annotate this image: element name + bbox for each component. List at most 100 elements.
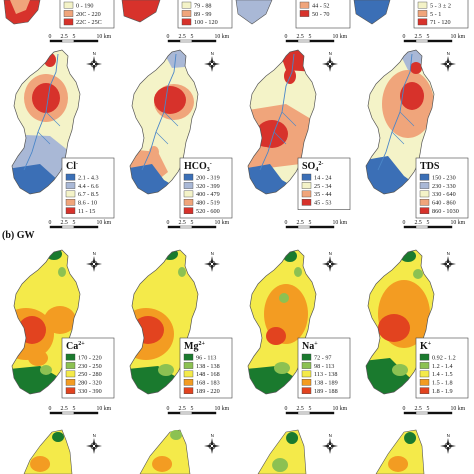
sw-legend-1-swatch-4: [65, 198, 76, 206]
scale-bar-r1-3: 0 2.5 5 10 km: [285, 34, 348, 43]
scale-bar-r1-2-tick-0: 0: [167, 34, 170, 40]
sw-legend-2-swatch-1: [183, 173, 194, 181]
section-b-label: (b) GW: [2, 230, 35, 241]
gw-legend-3-class-1: 72 - 97: [314, 354, 332, 361]
bottom-map-4-zone-3: [388, 456, 409, 472]
scale-bar-r2-3-tick-3: 10 km: [333, 220, 348, 226]
sw-map-1-zone-5: [32, 83, 60, 113]
gw-legend-3-class-4: 138 - 189: [314, 380, 338, 387]
scale-bar-r2-1-tick-0: 0: [49, 220, 52, 226]
gw-map-1-zone-9: [40, 365, 52, 375]
sw-map-4-tributary: [391, 111, 415, 145]
bottom-map-1: [23, 429, 73, 474]
gw-legend-1-class-1: 170 - 220: [78, 354, 102, 361]
gw-map-1-zone-3: [18, 316, 46, 344]
gw-legend-1-swatch-1: [65, 353, 76, 361]
top-legend-1-class-1: 0 - 190: [76, 2, 94, 9]
top-legend-2-class-1: 79 - 88: [194, 2, 212, 9]
sw-legend-1: Cl-2.1 - 4.3 4.4 - 6.66.7 - 8.5 8.6 - 1011…: [61, 157, 115, 219]
gw-legend-4-swatch-1: [419, 353, 430, 361]
scale-bar-r2-4-tick-0: 0: [403, 220, 406, 226]
sw-legend-1-swatch-1: [65, 173, 76, 181]
sw-legend-4-title: TDS: [420, 161, 440, 172]
gw-north-arrow-4: N: [440, 251, 456, 272]
sw-legend-4-swatch-3: [419, 190, 430, 198]
sw-map-1-zone-6: [44, 53, 56, 67]
sw-map-3: [248, 50, 316, 194]
gw-legend-3-swatch-4: [301, 379, 312, 386]
sw-map-3-tributary: [273, 111, 297, 145]
sw-legend-2-title: HCO3-: [184, 161, 212, 173]
gw-legend-4-swatch-3: [419, 370, 430, 378]
sw-legend-3-title: SO42-: [302, 161, 323, 173]
gw-map-2-zone-5: [178, 267, 186, 277]
bottom-map-3: [257, 429, 307, 474]
gw-legend-2-swatch-3: [183, 370, 194, 378]
svg-text:N: N: [329, 433, 332, 438]
gw-legend-4-class-4: 1.5 - 1.8: [432, 380, 453, 387]
sw-legend-2-class-1: 200 - 319: [196, 174, 220, 181]
scale-bar-r3-4: 0 2.5 5 10 km: [403, 406, 466, 415]
map-top-4: [353, 0, 391, 25]
sw-legend-3-swatch-3: [301, 190, 312, 198]
bottom-map-4: [375, 429, 425, 474]
gw-legend-2-title: Mg2+: [184, 341, 205, 352]
svg-text:N: N: [329, 251, 332, 256]
sw-legend-3-swatch-4: [301, 198, 312, 206]
gw-map-1-zone-5: [28, 350, 48, 366]
sw-legend-3-class-1: 14 - 24: [314, 174, 332, 181]
scale-bar-r1-4-tick-0: 0: [403, 34, 406, 40]
scale-bar-r1-3-tick-3: 10 km: [333, 34, 348, 40]
gw-map-3-zone-4: [279, 293, 289, 303]
sw-north-arrow-3: N: [322, 51, 338, 72]
gw-map-4-zone-5: [413, 269, 423, 279]
bottom-north-arrow-2: N: [204, 433, 220, 454]
svg-text:N: N: [447, 251, 450, 256]
sw-legend-1-class-3: 6.7 - 8.5: [78, 191, 99, 198]
gw-map-1-zone-7: [58, 267, 66, 277]
scale-bar-r1-1-tick-1: 2.5: [61, 34, 68, 40]
svg-text:N: N: [93, 251, 96, 256]
scale-bar-r2-4-tick-3: 10 km: [451, 220, 466, 226]
gw-map-3-zone-3: [266, 327, 286, 345]
scale-bar-row-1: 0 2.5 5 10 km 0 2.5 5 10 km 0 2.5 5 10 km 0 2.5 5 10 km: [49, 34, 466, 43]
scale-bar-r1-4-tick-2: 5: [427, 34, 430, 40]
bottom-map-4-zone-2: [404, 432, 417, 444]
bottom-map-2-zone-2: [170, 430, 183, 440]
scale-bar-r3-3-tick-0: 0: [285, 406, 288, 412]
bottom-map-1-zone-3: [30, 456, 51, 472]
sw-legend-4-class-3: 330 - 640: [432, 191, 456, 198]
top-legend-4: 5 - 3 ± 2 5 - 171 - 120: [413, 0, 469, 29]
gw-legend-4-class-1: 0.92 - 1.2: [432, 354, 456, 361]
top-legend-3-class-2: 50 - 70: [312, 11, 330, 18]
gw-legend-3-class-5: 189 - 188: [314, 388, 338, 395]
scale-bar-r2-4-tick-1: 2.5: [415, 220, 422, 226]
top-legend-4-class-1: 5 - 3 ± 2: [430, 2, 451, 9]
gw-north-arrow-3: N: [322, 251, 338, 272]
bottom-map-2: [139, 429, 191, 474]
scale-bar-r3-4-tick-1: 2.5: [415, 406, 422, 412]
gw-legend-4-swatch-4: [419, 379, 430, 386]
bottom-north-arrow-3: N: [322, 433, 338, 454]
gw-legend-3-class-2: 98 - 113: [314, 363, 334, 370]
sw-legend-1-swatch-3: [65, 190, 76, 198]
scale-bar-row-2: 0 2.5 5 10 km 0 2.5 5 10 km 0 2.5 5 10 km 0 2.5 5 10 km: [49, 220, 466, 229]
gw-legend-4-swatch-5: [419, 387, 430, 395]
bottom-north-arrow-4: N: [440, 433, 456, 454]
bottom-map-1-zone-2: [52, 432, 65, 442]
top-legend-2-class-3: 100 - 120: [194, 19, 218, 26]
sw-map-1-outline: [11, 49, 81, 195]
scale-bar-r2-1-tick-3: 10 km: [97, 220, 112, 226]
scale-bar-r3-1-tick-1: 2.5: [61, 406, 68, 412]
sw-legend-4-class-1: 150 - 230: [432, 174, 456, 181]
gw-legend-3-class-3: 113 - 138: [314, 371, 338, 378]
gw-legend-4-title: K+: [420, 341, 432, 352]
top-legend-4-class-2: 5 - 1: [430, 11, 441, 18]
